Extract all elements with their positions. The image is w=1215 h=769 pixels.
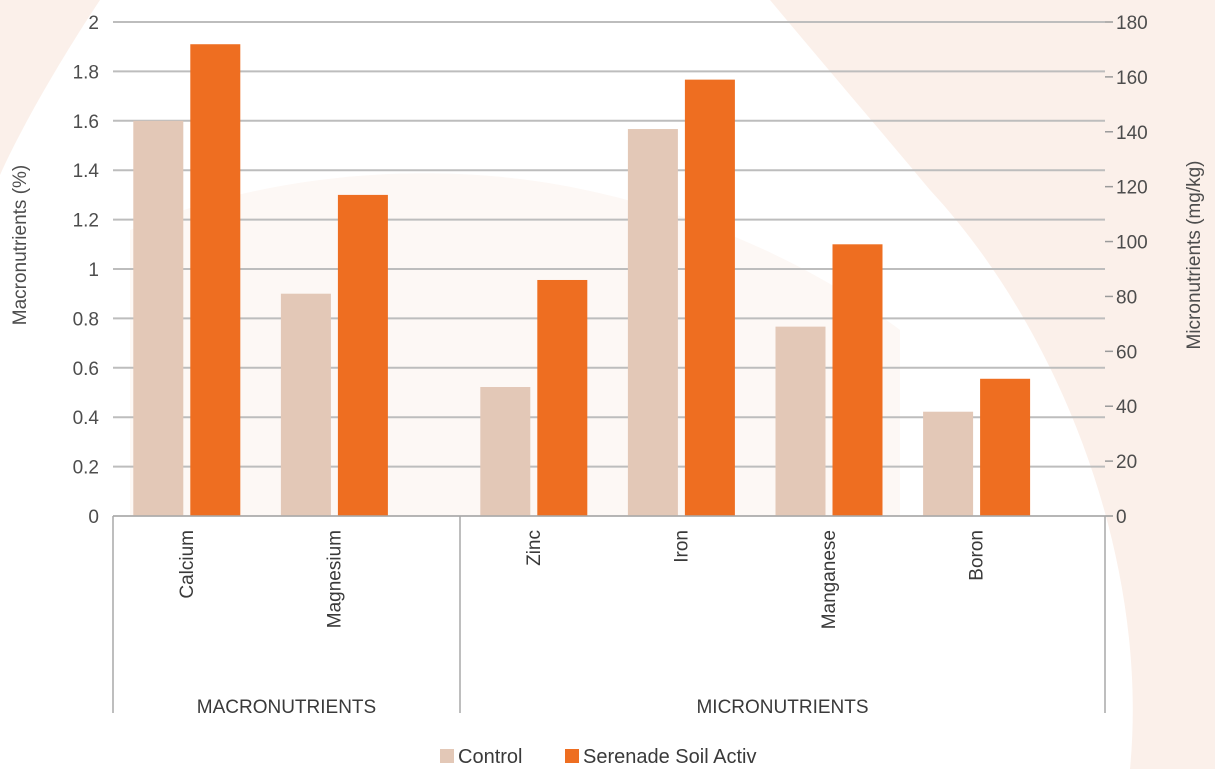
right-tick-label: 180 xyxy=(1116,13,1148,34)
legend-label-1: Serenade Soil Activ xyxy=(583,746,756,768)
category-label: Zinc xyxy=(524,530,545,566)
group-label: MICRONUTRIENTS xyxy=(696,697,868,718)
bar-control-iron xyxy=(627,129,678,517)
left-tick-label: 1 xyxy=(88,260,99,281)
left-tick-label: 1.4 xyxy=(73,161,100,182)
legend-label-0: Control xyxy=(458,746,522,768)
background-swoosh-right xyxy=(770,0,1215,769)
right-tick-label: 120 xyxy=(1116,178,1148,199)
left-tick-label: 1.8 xyxy=(73,62,99,83)
legend-swatch-0 xyxy=(440,749,454,763)
left-tick-label: 1.6 xyxy=(73,112,99,133)
category-label: Calcium xyxy=(177,530,198,599)
bar-serenade-zinc xyxy=(537,279,588,516)
bars xyxy=(133,44,1031,517)
legend: Control Serenade Soil Activ xyxy=(440,746,756,768)
bar-serenade-magnesium xyxy=(337,194,388,516)
right-axis-title: Micronutrients (mg/kg) xyxy=(1184,161,1205,350)
right-tick-label: 80 xyxy=(1116,287,1137,308)
bar-serenade-calcium xyxy=(190,44,241,516)
bar-serenade-boron xyxy=(980,378,1031,516)
background-swoosh-left xyxy=(0,0,100,175)
right-tick-label: 160 xyxy=(1116,68,1148,89)
right-tick-label: 60 xyxy=(1116,342,1137,363)
left-tick-label: 0.8 xyxy=(73,309,99,330)
bar-control-zinc xyxy=(480,387,531,516)
left-axis-title: Macronutrients (%) xyxy=(10,165,31,326)
left-tick-label: 1.2 xyxy=(73,211,99,232)
right-tick-label: 140 xyxy=(1116,123,1148,144)
category-label: Magnesium xyxy=(324,530,345,628)
category-label: Boron xyxy=(967,530,988,581)
right-tick-label: 100 xyxy=(1116,233,1148,254)
bar-control-boron xyxy=(923,411,974,516)
bar-control-calcium xyxy=(133,120,184,517)
right-tick-label: 0 xyxy=(1116,507,1127,528)
bar-control-magnesium xyxy=(280,293,331,516)
right-tick-label: 40 xyxy=(1116,397,1137,418)
right-tick-label: 20 xyxy=(1116,452,1137,473)
bar-control-manganese xyxy=(775,326,826,516)
left-tick-label: 0 xyxy=(88,507,99,528)
group-label: MACRONUTRIENTS xyxy=(197,697,376,718)
bar-serenade-manganese xyxy=(832,244,883,517)
left-tick-label: 2 xyxy=(88,13,99,34)
axes: 00.20.40.60.811.21.41.61.820204060801001… xyxy=(10,13,1205,718)
left-tick-label: 0.4 xyxy=(73,408,100,429)
bar-serenade-iron xyxy=(684,79,735,516)
category-label: Iron xyxy=(671,530,692,563)
legend-swatch-1 xyxy=(565,749,579,763)
left-tick-label: 0.2 xyxy=(73,458,99,479)
category-label: Manganese xyxy=(819,530,840,629)
left-tick-label: 0.6 xyxy=(73,359,99,380)
